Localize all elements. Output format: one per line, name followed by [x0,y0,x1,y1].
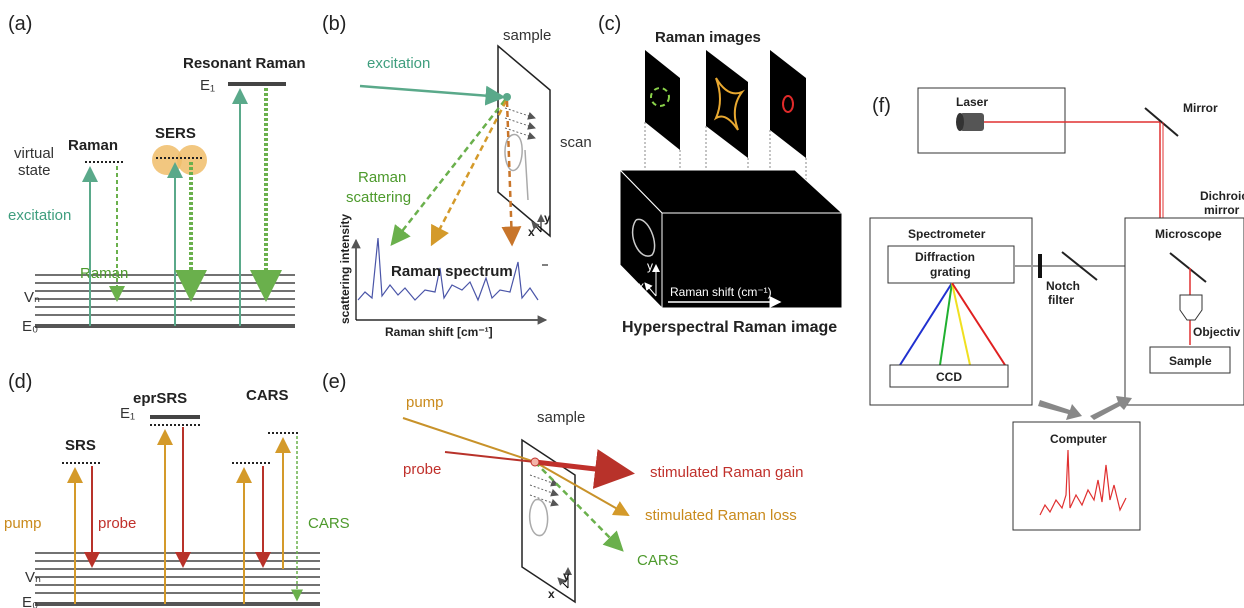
annotation: Raman [80,265,128,282]
level-label: E₀ [22,594,38,608]
annotation: pump [406,394,444,411]
panel-e: (e) pump sample probe y x stimulated Ram… [322,371,803,602]
label: Laser [956,95,988,109]
annotation: virtual [14,145,54,162]
label: Sample [1169,354,1212,368]
title: Raman [68,137,118,154]
label: Notch [1046,279,1080,293]
axis-label: x [528,225,535,239]
panel-label: (b) [322,13,346,35]
caption: Hyperspectral Raman image [622,319,837,336]
ellipse-shape [956,113,964,131]
annotation: state [18,162,51,179]
annotation: scattering [346,189,411,206]
panel-label: (e) [322,371,346,393]
panel-shape [498,46,550,236]
panel-d: (d) Vₙ E₀ SRS pump probe eprSRS E₁ CARS … [4,371,350,608]
panel-shape [770,50,806,158]
label: CCD [936,370,962,384]
panel-label: (c) [598,13,621,35]
axis-label: y [544,211,551,225]
panel-label: (a) [8,13,32,35]
panel-label: (f) [872,95,891,117]
axis-label: x [638,279,644,293]
level-label: Vₙ [25,569,41,586]
line-shape [392,100,505,244]
label: Diffraction [915,250,975,264]
annotation: stimulated Raman gain [650,464,803,481]
annotation: pump [4,515,42,532]
box [918,88,1065,153]
annotation: stimulated Raman loss [645,507,797,524]
annotation: Raman [358,169,406,186]
annotation: excitation [8,207,71,224]
title: SERS [155,125,196,142]
label: Objectiv [1193,325,1241,339]
panel-a: (a) Vₙ E₀ Raman virtual state excitation… [8,13,306,335]
annotation: sample [537,409,585,426]
level-label: E₁ [200,77,215,94]
label: filter [1048,293,1074,307]
level-label: E₁ [120,405,135,422]
label: Mirror [1183,101,1218,115]
line-shape [432,101,506,244]
shape [1038,400,1082,420]
axis-label: Raman shift [cm⁻¹] [385,325,493,339]
panel-shape [706,50,748,158]
axis-label: scattering intensity [338,214,352,324]
level-label: Vₙ [24,289,40,306]
figure: (a) Vₙ E₀ Raman virtual state excitation… [0,0,1244,608]
annotation: probe [98,515,136,532]
label: Spectrometer [908,227,986,241]
panel-c: (c) Raman images y x Raman shift (cm⁻¹) … [598,13,842,336]
title: Raman images [655,29,761,46]
panel-f: (f) Laser Mirror Dichroic mirror Spectro… [870,88,1244,530]
annotation: sample [503,27,551,44]
annotation: CARS [308,515,350,532]
dot [177,145,207,175]
axis-label: Raman shift (cm⁻¹) [670,285,772,299]
title: Resonant Raman [183,55,306,72]
level-label: E₀ [22,318,38,335]
annotation: excitation [367,55,430,72]
axis-label: x [548,587,555,601]
label: mirror [1204,203,1240,217]
annotation: scan [560,134,592,151]
annotation: probe [403,461,441,478]
title: SRS [65,437,96,454]
axis-label: y [563,569,570,583]
label: grating [930,265,971,279]
line-shape [360,86,503,97]
label: Microscope [1155,227,1222,241]
shape [1090,396,1132,420]
panel-label: (d) [8,371,32,393]
title: CARS [246,387,289,404]
label: Computer [1050,432,1107,446]
chart-title: Raman spectrum [391,263,513,280]
panel-b: (b) excitation sample scan Raman scatter… [322,13,592,339]
axis-label: y [647,259,653,273]
panel-shape [645,50,680,150]
title: eprSRS [133,390,187,407]
dot [531,458,539,466]
annotation: CARS [637,552,679,569]
label: Dichroic [1200,189,1244,203]
